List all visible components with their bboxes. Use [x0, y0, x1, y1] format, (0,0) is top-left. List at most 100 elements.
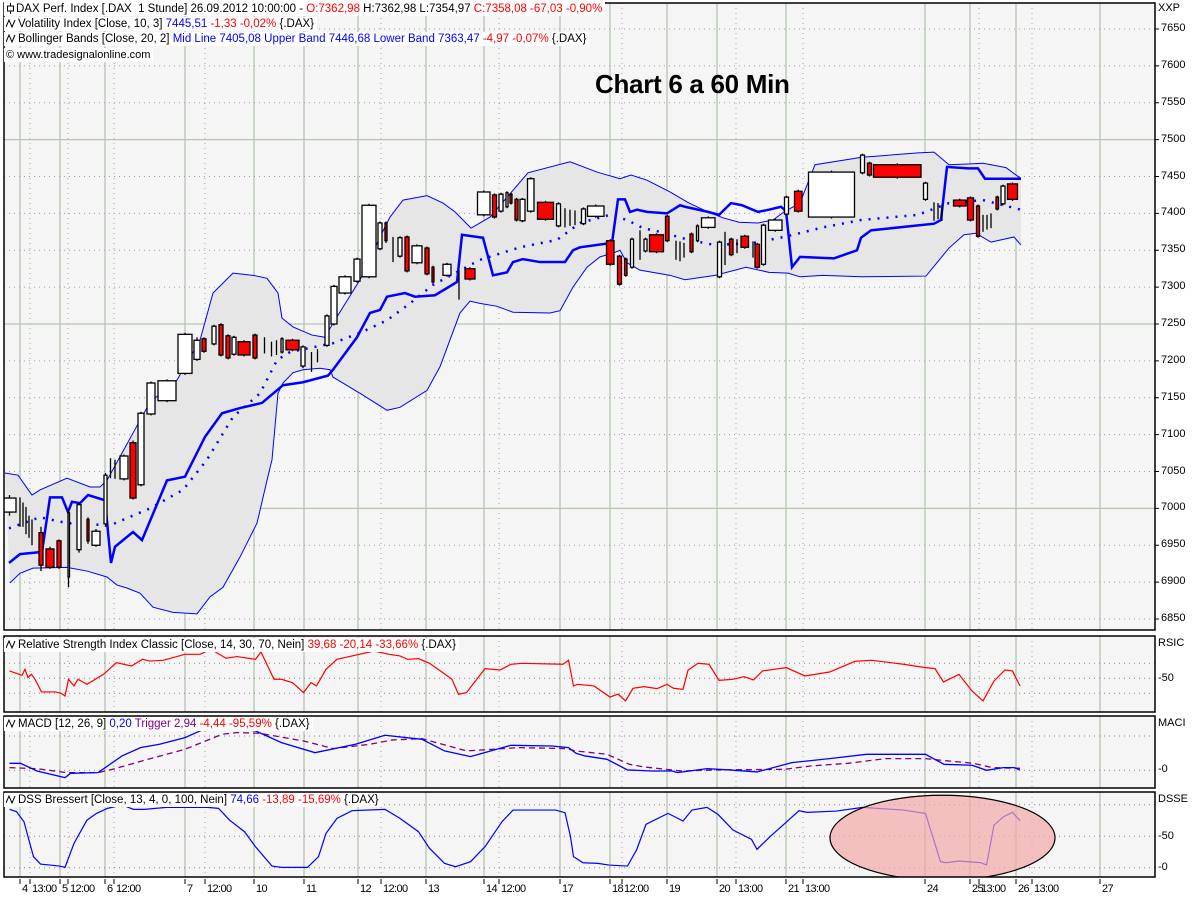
candle	[377, 221, 383, 251]
time-tick-label: 25	[972, 883, 984, 895]
legend-macd[interactable]: MACD [12, 26, 9] 0,20 Trigger 2,94 -4,44…	[4, 717, 313, 731]
candle	[424, 246, 430, 276]
time-tick-label: 11	[306, 883, 317, 895]
rsi-plot	[9, 648, 1021, 702]
candle	[38, 526, 44, 572]
candle-body-up	[498, 193, 504, 212]
candle	[338, 275, 352, 295]
candle-body-down	[38, 532, 44, 566]
candle-body-up	[137, 412, 145, 486]
candle-body-up	[411, 245, 423, 264]
candle-body-up	[377, 222, 383, 250]
candle	[404, 235, 410, 273]
candle	[1000, 184, 1006, 206]
time-tick-label: 12:00	[207, 883, 232, 895]
candle	[643, 237, 648, 253]
candle	[664, 214, 670, 243]
candle	[280, 337, 284, 354]
time-tick-label: 4	[22, 883, 28, 895]
candle	[498, 192, 504, 213]
candle-body-down	[623, 258, 628, 276]
time-tick-label: 17	[562, 883, 574, 895]
candle-body-up	[231, 336, 237, 355]
candle	[137, 411, 145, 487]
indicator-change: -4,44 -95,59%	[196, 718, 272, 730]
rsi-axis-code: RSIC	[1158, 637, 1185, 649]
time-tick-label: 12:00	[383, 883, 408, 895]
candle-body-down	[384, 222, 388, 242]
indicator-name: Relative Strength Index Classic [Close, …	[18, 639, 305, 651]
candle	[146, 381, 156, 416]
price-tick-label: 7600	[1161, 58, 1186, 71]
indicator-value: 39,68 -20,14 -33,66%	[304, 639, 419, 651]
candlestick-icon	[7, 3, 14, 14]
legend-bollinger-bands[interactable]: Bollinger Bands [Close, 20, 2] Mid Line …	[4, 32, 590, 46]
candle	[411, 244, 423, 265]
dss-axis-label: -0	[1158, 861, 1168, 873]
indicator-value: 7445,51	[162, 18, 208, 30]
candle-body-up	[716, 241, 723, 278]
candle-body-up	[783, 196, 790, 215]
price-tick-label: 7300	[1161, 280, 1186, 293]
candle-body-up	[4, 497, 17, 513]
candle-body-down	[648, 234, 665, 253]
candle	[285, 338, 300, 352]
candle-body-down	[431, 266, 435, 283]
candle	[586, 204, 605, 218]
indicator-symbol: {.DAX}	[340, 794, 379, 806]
candle	[555, 202, 562, 228]
instrument-name: DAX Perf. Index [.DAX 1 Stunde] 26.09.20…	[16, 3, 307, 15]
candle	[361, 203, 377, 279]
rsi-line	[9, 648, 1021, 702]
candle	[225, 334, 231, 360]
price-tick-label: 7100	[1161, 427, 1186, 440]
time-tick-label: 12:00	[624, 883, 649, 895]
candle	[716, 240, 723, 279]
candle-body-up	[146, 382, 156, 415]
candle	[767, 218, 783, 232]
dss-axis-label: -50	[1158, 830, 1174, 842]
trigger-value: Trigger 2,94	[131, 718, 197, 730]
candle	[966, 196, 975, 222]
candle-body-up	[157, 380, 177, 402]
indicator-name: MACD [12, 26, 9]	[18, 718, 107, 730]
copyright-text: © www.tradesignalonline.com	[4, 48, 154, 62]
indicator-symbol: {.DAX}	[418, 639, 456, 651]
candle-body-down	[1006, 183, 1019, 201]
trigger-line	[9, 731, 1021, 774]
volatility-index-line	[8, 165, 1021, 564]
price-tick-label: 7200	[1161, 353, 1186, 366]
candle-body-up	[1000, 185, 1006, 205]
highlight-ellipse	[829, 794, 1056, 877]
candle-body-down	[995, 196, 1000, 210]
candle-body-down	[866, 162, 873, 176]
price-tick-label: 7350	[1161, 243, 1186, 256]
price-tick-label: 7550	[1161, 95, 1186, 108]
candle-body-up	[476, 191, 491, 216]
time-tick-label: 13:00	[738, 883, 763, 895]
legend-volatility-index[interactable]: Volatility Index [Close, 10, 3] 7445,51 …	[4, 17, 317, 31]
time-tick-label: 13	[428, 883, 440, 895]
macd-line	[9, 725, 1021, 779]
candle-body-up	[280, 338, 284, 353]
legend-dss[interactable]: DSS Bressert [Close, 13, 4, 0, 100, Nein…	[4, 793, 382, 807]
candle-body-up	[324, 315, 330, 347]
candle-body-down	[605, 240, 615, 265]
price-tick-label: 7150	[1161, 390, 1186, 403]
indicator-symbol: {.DAX}	[276, 18, 314, 30]
legend-rsi[interactable]: Relative Strength Index Classic [Close, …	[4, 638, 459, 652]
candle-body-up	[643, 238, 648, 252]
candle-body-up	[330, 285, 338, 325]
time-tick-label: 21	[788, 883, 800, 895]
price-tick-label: 7450	[1161, 169, 1186, 182]
candle	[218, 323, 224, 357]
candle	[793, 189, 803, 213]
dss-axis-code: DSSE	[1158, 793, 1188, 805]
price-tick-label: 6950	[1161, 538, 1186, 551]
candle-body-down	[404, 236, 410, 272]
price-tick-label: 7650	[1161, 22, 1186, 34]
rsi-axis-label: -50	[1158, 672, 1174, 684]
candle	[623, 257, 628, 277]
candle-body-down	[45, 548, 55, 569]
